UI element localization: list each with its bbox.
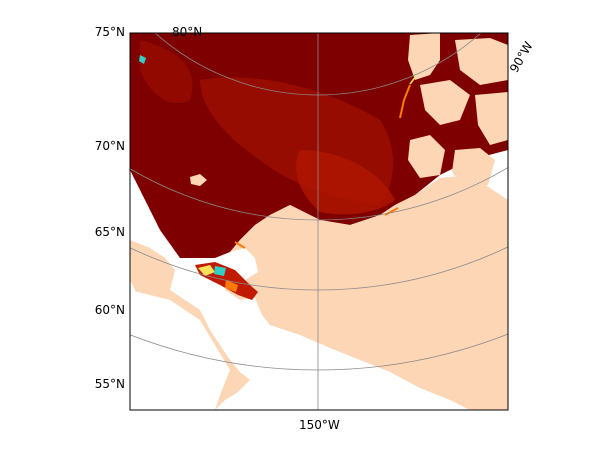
lat-label-80: 80°N (172, 25, 203, 39)
lat-label-65: 65°N (94, 225, 125, 239)
bay-ice-orange (225, 280, 238, 292)
ocean-shade-2 (296, 150, 395, 215)
lon-label-150w: 150°W (299, 418, 340, 432)
land-island-6 (452, 148, 495, 190)
gulf-no-data (250, 340, 420, 410)
land-island-small (190, 174, 207, 186)
land-island-2 (420, 80, 470, 125)
land-island-4 (475, 92, 508, 145)
lat-label-75: 75°N (94, 25, 125, 39)
land-island-1 (408, 33, 440, 80)
ice-edge-yellow (409, 75, 417, 85)
top-left-cyan (139, 55, 146, 64)
ice-edge-coast (234, 241, 246, 249)
land-island-3 (455, 38, 508, 85)
graticule (130, 33, 508, 410)
ocean-shade-3 (140, 40, 193, 104)
map-frame (129, 32, 509, 411)
lat-label-70: 70°N (94, 139, 125, 153)
pacific-no-data (130, 290, 230, 410)
lat-label-55: 55°N (94, 377, 125, 391)
bay-ice-cyan (214, 266, 226, 276)
land-island-5 (408, 135, 445, 178)
ice-edge-orange (399, 84, 411, 119)
lat-label-60: 60°N (94, 303, 125, 317)
bay-ice-yellow (198, 265, 215, 276)
